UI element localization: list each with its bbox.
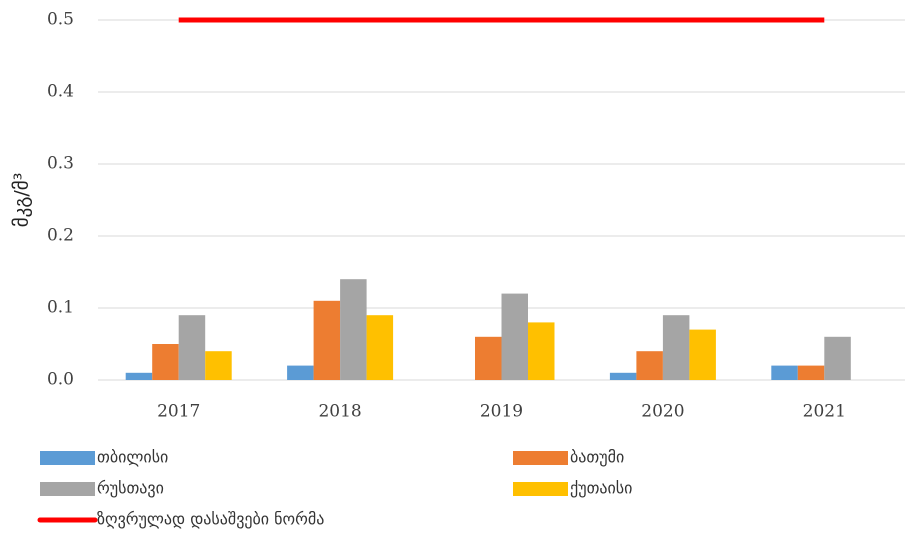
x-tick-label: 2018: [318, 402, 361, 422]
legend-swatch: [40, 451, 95, 465]
y-axis-label: მკგ/მ³: [11, 173, 33, 228]
y-tick-label: 0.3: [47, 154, 74, 174]
bar: [366, 315, 394, 380]
bar: [125, 372, 153, 380]
x-tick-label: 2021: [803, 402, 846, 422]
bar: [475, 336, 502, 380]
y-tick-label: 0.0: [47, 370, 74, 390]
legend-label: ქუთაისი: [570, 479, 632, 498]
bar: [528, 322, 555, 380]
legend-label: ბათუმი: [570, 448, 624, 467]
legend-label: ზღვრულად დასაშვები ნორმა: [97, 510, 324, 529]
bar: [313, 300, 341, 380]
bar: [501, 293, 528, 380]
bar: [152, 344, 179, 380]
x-tick-label: 2019: [480, 402, 523, 422]
legend-swatch: [513, 451, 568, 465]
x-tick-label: 2017: [157, 402, 200, 422]
bar: [662, 315, 690, 380]
bar: [205, 351, 232, 380]
bar: [824, 336, 851, 380]
bar: [689, 329, 716, 380]
bar: [609, 372, 637, 380]
bar: [771, 365, 798, 380]
legend-swatch: [513, 482, 568, 496]
bar: [340, 279, 367, 380]
y-tick-label: 0.2: [47, 226, 74, 246]
y-tick-label: 0.1: [47, 298, 74, 318]
bar: [797, 365, 825, 380]
legend-label: რუსთავი: [97, 479, 164, 498]
y-tick-label: 0.4: [47, 82, 74, 102]
bar: [178, 315, 206, 380]
legend-label: თბილისი: [97, 448, 168, 467]
y-tick-label: 0.5: [47, 10, 74, 30]
x-tick-label: 2020: [641, 402, 684, 422]
legend-swatch: [40, 482, 95, 496]
bar: [636, 351, 663, 380]
bar: [287, 365, 314, 380]
